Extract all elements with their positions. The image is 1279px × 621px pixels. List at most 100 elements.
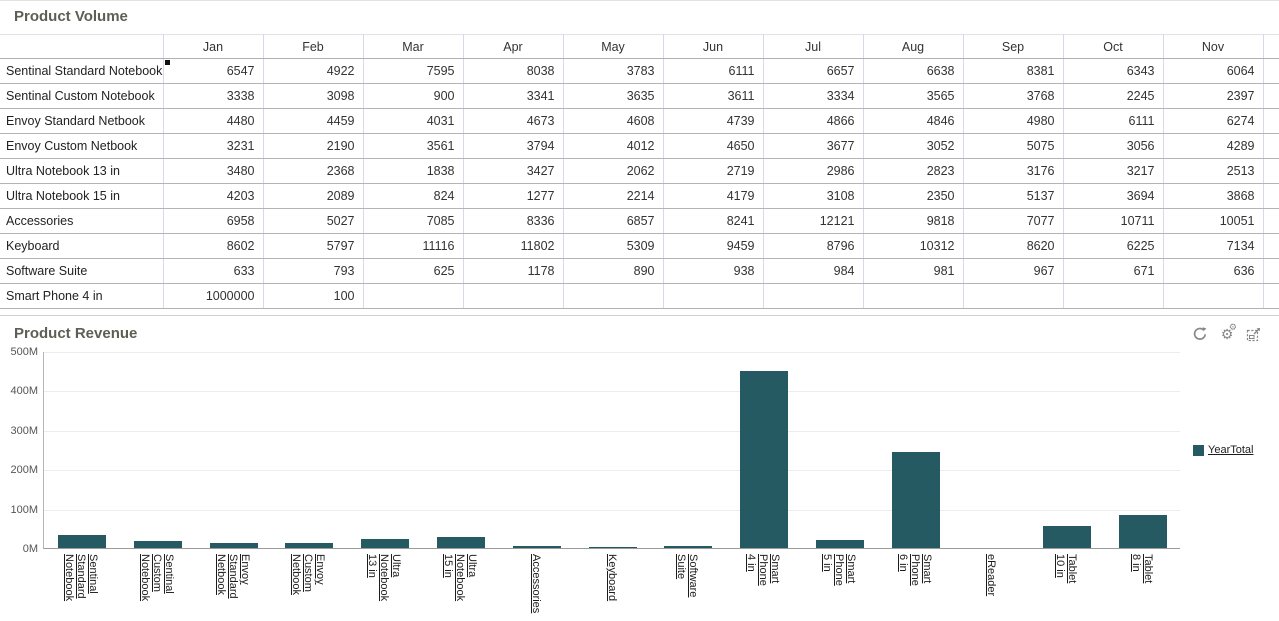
value-cell: 4031 xyxy=(362,108,463,134)
x-axis-label-tablet-10-in[interactable]: Tablet 10 in xyxy=(1054,554,1079,584)
value-cell: 2397 xyxy=(1162,83,1263,109)
bar-ultra-notebook-13-in[interactable] xyxy=(361,539,410,548)
bar-software-suite[interactable] xyxy=(664,546,713,548)
value-cell: 3427 xyxy=(462,158,563,184)
row-sliver-cell xyxy=(1262,58,1279,84)
volume-panel-title: Product Volume xyxy=(14,8,128,25)
gridline xyxy=(44,391,1180,393)
value-cell: 900 xyxy=(362,83,463,109)
x-axis-label-ultra-notebook-13-in[interactable]: Ultra Notebook 13 in xyxy=(366,554,403,602)
bar-smart-phone-4-in[interactable] xyxy=(740,371,789,548)
x-axis-label-sentinal-standard-notebook[interactable]: Sentinal Standard Notebook xyxy=(62,554,99,602)
plot-area xyxy=(43,352,1180,549)
value-cell: 6657 xyxy=(762,58,863,84)
x-axis-label-sentinal-custom-notebook[interactable]: Sentinal Custom Notebook xyxy=(138,554,175,602)
row-sliver-cell xyxy=(1262,158,1279,184)
bar-ultra-notebook-15-in[interactable] xyxy=(436,537,485,548)
value-cell xyxy=(562,283,663,309)
bar-tablet-10-in[interactable] xyxy=(1043,526,1092,548)
value-cell: 2513 xyxy=(1162,158,1263,184)
gridline xyxy=(44,352,1180,353)
cell-annotation-marker xyxy=(164,60,170,65)
gear-icon[interactable]: ⚙ ⚙ xyxy=(1220,322,1237,342)
revenue-panel-title: Product Revenue xyxy=(14,325,138,342)
value-cell: 2245 xyxy=(1062,83,1163,109)
month-column-header: Jun xyxy=(662,34,763,59)
value-cell: 3217 xyxy=(1062,158,1163,184)
x-axis-label-smart-phone-5-in[interactable]: Smart Phone 5 in xyxy=(820,554,857,586)
bar-envoy-custom-netbook[interactable] xyxy=(285,543,334,548)
x-axis-label-envoy-custom-netbook[interactable]: Envoy Custom Netbook xyxy=(290,554,327,595)
month-column-header: May xyxy=(562,34,663,59)
bar-tablet-8-in[interactable] xyxy=(1119,515,1168,548)
x-axis-label-tablet-8-in[interactable]: Tablet 8 in xyxy=(1130,554,1155,584)
table-row: Envoy Standard Netbook 4480 4459 4031 4673 46… xyxy=(0,108,1279,134)
value-cell: 6958 xyxy=(162,208,263,234)
x-axis-label-smart-phone-4-in[interactable]: Smart Phone 4 in xyxy=(745,554,782,586)
maximize-icon[interactable] xyxy=(1245,325,1263,343)
row-sliver-cell xyxy=(1262,283,1279,309)
row-sliver-cell xyxy=(1262,108,1279,134)
value-cell: 4179 xyxy=(662,183,763,209)
value-cell: 6274 xyxy=(1162,108,1263,134)
value-cell: 4650 xyxy=(662,133,763,159)
value-cell: 2823 xyxy=(862,158,963,184)
value-cell: 4980 xyxy=(962,108,1063,134)
y-axis-tick-label: 100M xyxy=(10,503,38,516)
bar-smart-phone-5-in[interactable] xyxy=(815,540,864,548)
x-axis-label-envoy-standard-netbook[interactable]: Envoy Standard Netbook xyxy=(214,554,251,599)
x-axis-label-keyboard[interactable]: Keyboard xyxy=(605,554,618,602)
value-cell: 3341 xyxy=(462,83,563,109)
bar-accessories[interactable] xyxy=(512,546,561,548)
value-cell: 6111 xyxy=(1062,108,1163,134)
value-cell: 824 xyxy=(362,183,463,209)
y-axis-tick-label: 400M xyxy=(10,385,38,398)
chart-legend[interactable]: YearTotal xyxy=(1193,444,1253,456)
month-column-header: Jan xyxy=(162,34,263,59)
value-cell: 4739 xyxy=(662,108,763,134)
value-cell: 625 xyxy=(362,258,463,284)
x-axis-label-software-suite[interactable]: Software Suite xyxy=(675,554,700,598)
bar-sentinal-custom-notebook[interactable] xyxy=(133,541,182,548)
value-cell: 3783 xyxy=(562,58,663,84)
x-axis-label-ultra-notebook-15-in[interactable]: Ultra Notebook 15 in xyxy=(441,554,478,602)
refresh-icon[interactable] xyxy=(1191,325,1209,343)
product-row-label: Accessories xyxy=(0,208,163,234)
gridline xyxy=(44,509,1180,511)
value-cell: 636 xyxy=(1162,258,1263,284)
x-axis-label-smart-phone-6-in[interactable]: Smart Phone 6 in xyxy=(896,554,933,586)
bar-keyboard[interactable] xyxy=(588,547,637,548)
table-row: Keyboard 8602 5797 11116 11802 5309 9459 8796 10… xyxy=(0,233,1279,259)
value-cell: 4922 xyxy=(262,58,363,84)
bar-sentinal-standard-notebook[interactable] xyxy=(57,535,106,548)
value-cell: 5075 xyxy=(962,133,1063,159)
x-axis-label-ereader[interactable]: eReader xyxy=(984,554,997,597)
value-cell: 1277 xyxy=(462,183,563,209)
legend-label: YearTotal xyxy=(1208,444,1254,456)
value-cell: 6225 xyxy=(1062,233,1163,259)
value-cell: 9459 xyxy=(662,233,763,259)
value-cell: 5137 xyxy=(962,183,1063,209)
table-row: Sentinal Standard Notebook 6547 4922 7595 80… xyxy=(0,58,1279,84)
value-cell: 4608 xyxy=(562,108,663,134)
product-volume-panel: Product Volume Jan Feb Mar Apr May Jun Jul Aug S… xyxy=(0,1,1279,314)
y-axis-tick-label: 200M xyxy=(10,464,38,477)
value-cell xyxy=(862,283,963,309)
table-row: Envoy Custom Netbook 3231 2190 3561 3794 4012… xyxy=(0,133,1279,159)
value-cell: 3794 xyxy=(462,133,563,159)
y-axis-tick-label: 0M xyxy=(22,543,38,555)
value-cell: 2986 xyxy=(762,158,863,184)
header-sliver-cell xyxy=(1262,34,1279,59)
month-column-header: Mar xyxy=(362,34,463,59)
value-cell: 6638 xyxy=(862,58,963,84)
product-row-label: Ultra Notebook 13 in xyxy=(0,158,163,184)
bar-envoy-standard-netbook[interactable] xyxy=(209,543,258,548)
product-row-label: Ultra Notebook 15 in xyxy=(0,183,163,209)
x-axis-label-accessories[interactable]: Accessories xyxy=(529,554,542,614)
bar-smart-phone-6-in[interactable] xyxy=(891,452,940,548)
value-cell: 3056 xyxy=(1062,133,1163,159)
table-row: Ultra Notebook 15 in 4203 2089 824 1277 2214 4… xyxy=(0,183,1279,209)
value-cell: 3677 xyxy=(762,133,863,159)
month-column-header: Aug xyxy=(862,34,963,59)
month-column-header: Nov xyxy=(1162,34,1263,59)
